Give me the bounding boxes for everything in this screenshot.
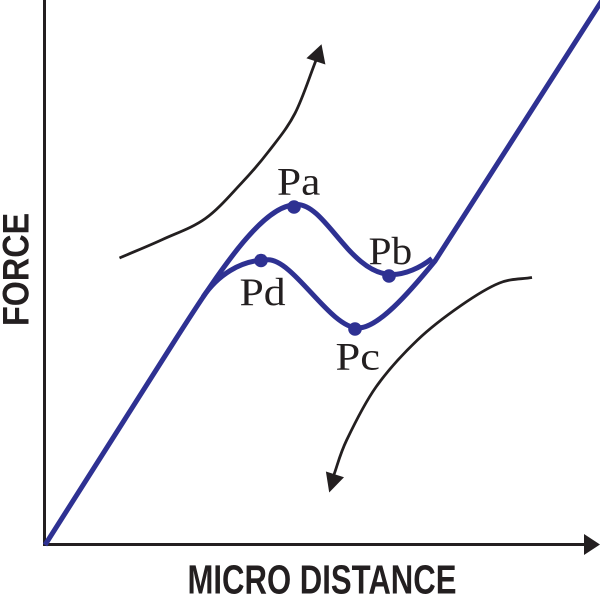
svg-text:Pa: Pa (277, 159, 320, 203)
svg-text:FORCE: FORCE (0, 213, 37, 326)
svg-text:Pc: Pc (336, 336, 380, 379)
svg-text:Pd: Pd (240, 270, 286, 313)
svg-text:MICRO DISTANCE: MICRO DISTANCE (188, 556, 457, 600)
svg-text:Pb: Pb (369, 229, 413, 273)
